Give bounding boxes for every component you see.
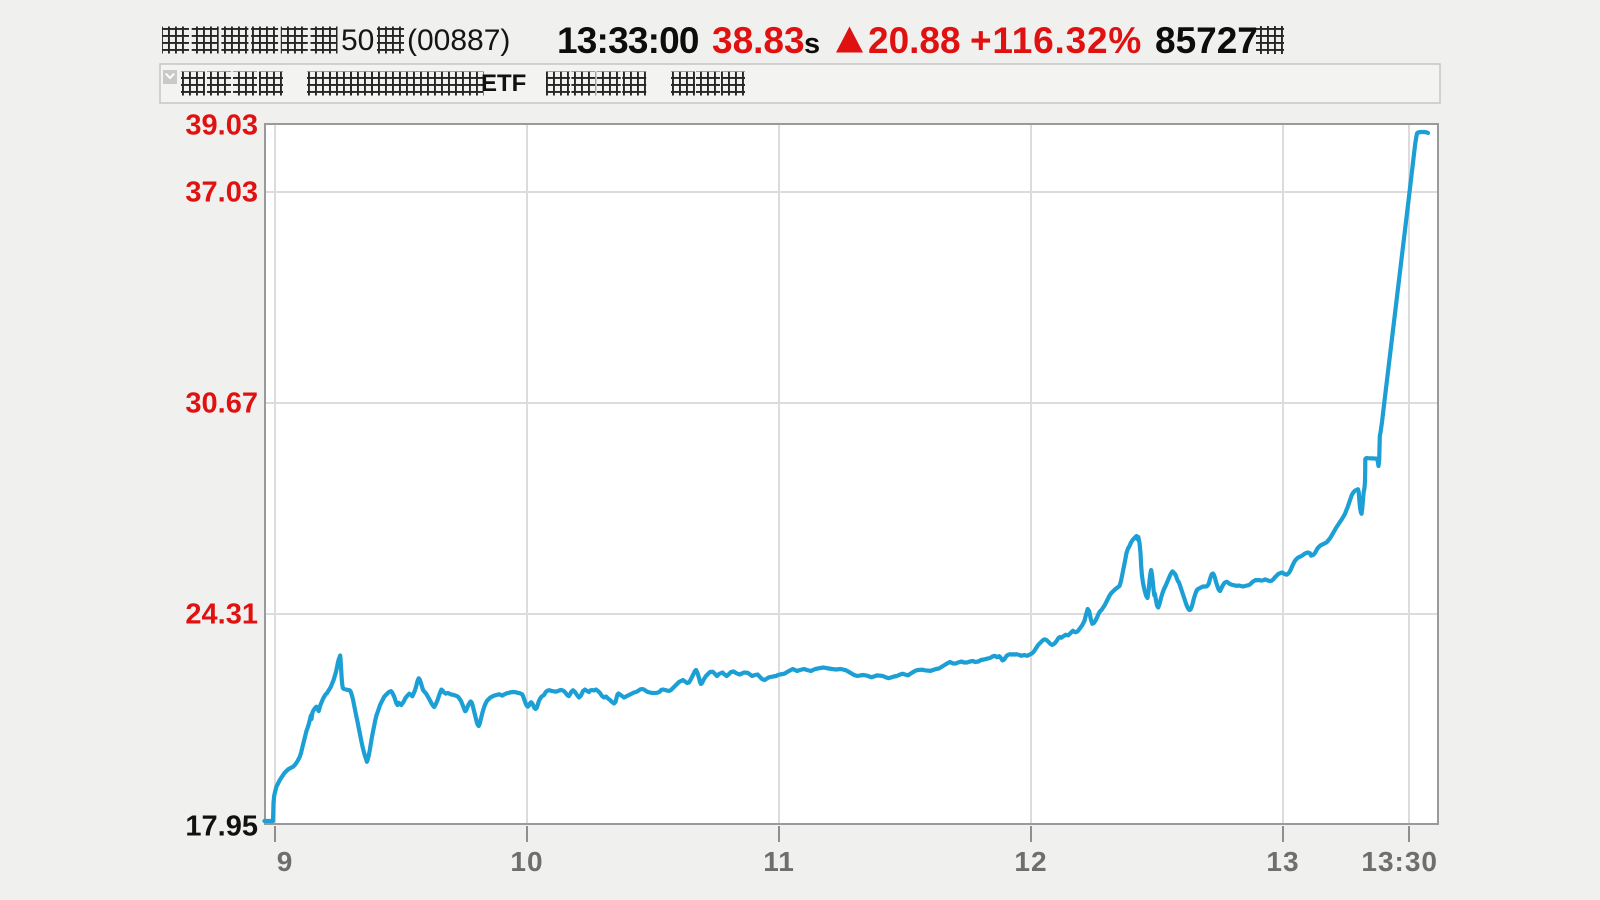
svg-text:+116.32%: +116.32% <box>970 20 1142 61</box>
svg-text:10: 10 <box>510 846 543 877</box>
svg-text:11: 11 <box>763 846 795 877</box>
svg-text:37.03: 37.03 <box>185 177 258 209</box>
svg-text:13: 13 <box>1266 846 1299 877</box>
svg-text:50: 50 <box>341 24 374 57</box>
svg-text:39.03: 39.03 <box>185 110 258 142</box>
svg-text:85727: 85727 <box>1155 20 1258 61</box>
svg-text:13:30: 13:30 <box>1361 846 1438 877</box>
svg-text:(00887): (00887) <box>407 24 510 57</box>
svg-text:38.83: 38.83 <box>712 20 805 61</box>
svg-text:12: 12 <box>1014 846 1047 877</box>
svg-text:9: 9 <box>277 846 294 877</box>
svg-text:17.95: 17.95 <box>185 811 258 843</box>
svg-text:13:33:00: 13:33:00 <box>557 20 699 61</box>
svg-text:20.88: 20.88 <box>868 20 961 61</box>
svg-text:ETF: ETF <box>481 70 526 97</box>
svg-text:s: s <box>804 28 820 60</box>
svg-text:24.31: 24.31 <box>185 599 258 631</box>
svg-text:30.67: 30.67 <box>185 388 258 420</box>
